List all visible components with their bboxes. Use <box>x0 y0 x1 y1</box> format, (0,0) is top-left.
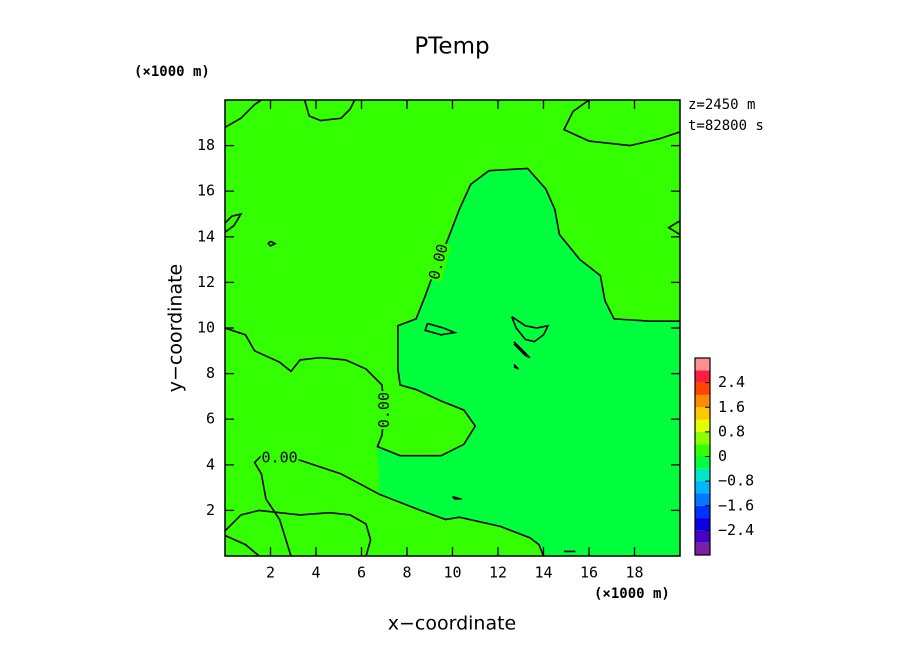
colorbar-band <box>695 542 710 555</box>
y-tick-label: 18 <box>197 136 215 154</box>
colorbar-band <box>695 358 710 371</box>
x-tick-label: 2 <box>266 564 275 582</box>
colorbar-band <box>695 468 710 482</box>
field-region <box>377 168 680 556</box>
x-tick-label: 6 <box>357 564 366 582</box>
y-tick-label: 12 <box>197 273 215 291</box>
contour-label-bg <box>426 241 452 283</box>
colorbar-band <box>695 407 710 420</box>
colorbar-band <box>695 481 710 494</box>
colorbar-tick-label: 0.8 <box>718 422 745 440</box>
y-tick-label: 2 <box>206 501 215 519</box>
colorbar-band <box>695 382 710 395</box>
contour-line <box>225 212 243 233</box>
y-tick-label: 14 <box>197 227 215 245</box>
x-tick-label: 12 <box>489 564 507 582</box>
contour-label-bg <box>260 449 299 466</box>
x-tick-label: 4 <box>311 564 320 582</box>
colorbar-band <box>695 394 710 408</box>
colorbar-tick-label: 2.4 <box>718 373 745 391</box>
y-tick-label: 8 <box>206 364 215 382</box>
contour-line <box>225 167 680 457</box>
colorbar-tick-label: −1.6 <box>718 496 754 514</box>
annotation: t=82800 s <box>688 118 764 134</box>
contour-label: 0.00 <box>262 448 298 466</box>
x-tick-label: 10 <box>443 564 461 582</box>
contour-label-bg <box>376 391 393 430</box>
contour-line <box>510 315 550 343</box>
colorbar-band <box>695 456 710 469</box>
contour-line <box>267 240 277 247</box>
x-tick-label: 14 <box>534 564 552 582</box>
colorbar-tick-label: −2.4 <box>718 521 754 539</box>
colorbar-tick-label: 0 <box>718 447 727 465</box>
colorbar-tick-label: 1.6 <box>718 398 745 416</box>
y-axis-label: y−coordinate <box>165 264 187 393</box>
colorbar-band <box>695 431 710 445</box>
colorbar-band <box>695 370 710 383</box>
colorbar-band <box>695 530 710 543</box>
x-tick-label: 16 <box>580 564 598 582</box>
y-tick-label: 16 <box>197 182 215 200</box>
x-unit: (×1000 m) <box>594 586 670 602</box>
contour-line <box>253 454 545 556</box>
contour-line <box>513 363 520 370</box>
y-tick-label: 6 <box>206 410 215 428</box>
contour-line <box>562 100 680 147</box>
contour-line <box>424 322 458 336</box>
colorbar-band <box>695 444 710 457</box>
colorbar-tick-label: −0.8 <box>718 472 754 490</box>
contour-line <box>225 534 260 556</box>
contour-label: 0.00 <box>375 392 393 428</box>
contour-line <box>303 100 356 122</box>
contour-label-group: 0.00 <box>375 391 393 430</box>
contour-line <box>513 341 531 359</box>
contour-line <box>225 100 262 129</box>
annotation: z=2450 m <box>688 97 755 113</box>
colorbar-band <box>695 493 710 506</box>
contour-line <box>667 220 680 236</box>
x-tick-label: 8 <box>402 564 411 582</box>
colorbar-band <box>695 505 710 519</box>
x-tick-label: 18 <box>625 564 643 582</box>
y-tick-label: 10 <box>197 319 215 337</box>
x-axis-label: x−coordinate <box>388 613 517 635</box>
y-unit: (×1000 m) <box>134 64 210 80</box>
colorbar-band <box>695 518 710 531</box>
y-tick-label: 4 <box>206 455 215 473</box>
contour-line <box>225 509 372 556</box>
chart-title: PTemp <box>414 34 489 60</box>
colorbar-band <box>695 419 710 432</box>
contour-label-group: 0.00 <box>260 448 299 466</box>
contour-line <box>451 495 462 500</box>
